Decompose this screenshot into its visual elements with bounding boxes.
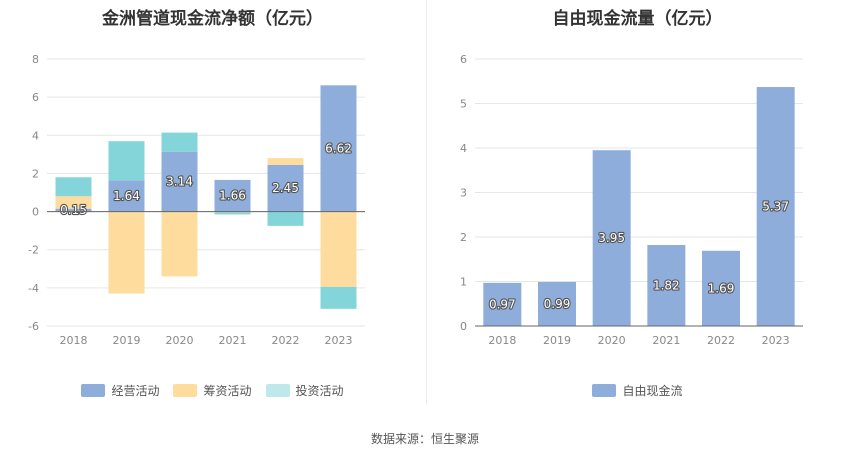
x-tick-label: 2020 [166,334,194,347]
free-cash-flow-chart: 自由现金流量（亿元） 0 1 2 3 4 5 6 2018 0.97 2019 0.99 2020 3.… [425,0,850,410]
bar-0-s2-2019 [108,141,145,181]
y-tick-label: 2 [32,167,39,180]
x-tick-label: 2021 [219,334,247,347]
bar-0-s2-2020 [161,132,198,152]
legend-label-financing: 筹资活动 [203,384,252,398]
legend-swatch-investing [265,384,290,397]
data-label: 1.69 [708,281,735,295]
bar-0-s0-2019 [108,180,145,212]
data-label: 1.64 [113,189,140,203]
legend-item-investing[interactable]: 投资活动 [265,382,344,399]
bar-1-s0-2020 [592,150,631,326]
x-tick-label: 2019 [113,334,141,347]
data-label: 0.97 [489,297,516,311]
data-label: 0.15 [60,203,87,217]
y-tick-label: 3 [460,187,467,200]
x-tick-label: 2018 [60,334,88,347]
data-label: 5.37 [762,200,789,214]
y-tick-label: -4 [28,282,39,295]
y-tick-label: -2 [28,244,39,257]
legend-swatch-financing [173,384,198,397]
x-tick-label: 2018 [488,334,516,347]
y-tick-label: 4 [460,142,467,155]
data-label: 1.82 [653,279,680,293]
bar-0-s0-2021 [214,179,251,212]
x-tick-label: 2019 [543,334,571,347]
x-tick-label: 2023 [762,334,790,347]
legend-item-operating[interactable]: 经营活动 [81,382,159,399]
bar-1-s0-2019 [538,281,576,326]
bar-0-s1-2018 [55,196,92,209]
bar-1-s0-2023 [756,87,795,326]
bar-1-s0-2021 [647,245,686,326]
bar-0-s0-2020 [161,151,198,212]
free-cash-flow-plot: 0 1 2 3 4 5 6 2018 0.97 2019 0.99 2020 3.95 2021 1.82 2… [460,53,803,347]
legend-label-operating: 经营活动 [111,384,160,398]
data-label: 3.14 [166,175,193,189]
x-tick-label: 2022 [707,334,735,347]
legend-item-free-cash-flow[interactable]: 自由现金流 [592,382,683,399]
y-tick-label: 0 [460,320,467,333]
bar-1-s0-2022 [702,250,740,326]
legend-swatch-free-cash-flow [592,384,617,397]
legend-label-investing: 投资活动 [295,384,344,398]
bar-0-s2-2022 [267,211,304,226]
x-tick-label: 2020 [598,334,626,347]
bar-0-s2-2018 [55,177,92,197]
bar-0-s2-2021 [214,212,251,215]
bar-0-s0-2023 [320,85,357,212]
legend-item-financing[interactable]: 筹资活动 [173,382,252,399]
chart-title-right: 自由现金流量（亿元） [552,9,723,29]
chart-title-left: 金洲管道现金流净额（亿元） [102,9,323,29]
legend-right: 自由现金流 [425,382,850,399]
bar-1-s0-2018 [483,282,522,326]
y-tick-label: 1 [460,276,467,289]
legend-left: 经营活动 筹资活动 投资活动 [0,382,425,399]
bar-0-s1-2019 [108,211,145,294]
cash-flow-net-plot: -6 -4 -2 0 2 4 6 8 2018 0.15 2019 1.64 2020 3.14 2021 1… [28,53,365,347]
bar-0-s0-2018 [55,208,92,212]
x-tick-label: 2023 [325,334,353,347]
data-label: 0.99 [544,297,571,311]
cash-flow-net-chart: 金洲管道现金流净额（亿元） -6 -4 -2 0 2 4 6 8 2018 0.15 2019 1.6… [0,0,425,410]
x-tick-label: 2021 [652,334,680,347]
x-tick-label: 2022 [272,334,300,347]
panel-divider [426,0,427,405]
data-source: 数据来源：恒生聚源 [370,432,479,446]
y-tick-label: -6 [28,320,39,333]
y-tick-label: 2 [460,231,467,244]
bar-0-s0-2022 [267,164,304,212]
data-label: 2.45 [272,181,299,195]
y-tick-label: 4 [32,129,39,142]
data-label: 1.66 [219,189,246,203]
y-tick-label: 8 [32,53,39,66]
legend-label-free-cash-flow: 自由现金流 [622,384,683,398]
data-label: 3.95 [598,231,625,245]
bar-0-s1-2023 [320,211,357,287]
legend-swatch-operating [81,384,106,397]
bar-0-s2-2023 [320,286,357,309]
data-label: 6.62 [325,141,352,155]
y-tick-label: 0 [32,206,39,219]
bar-0-s1-2020 [161,211,198,277]
bar-0-s1-2022 [267,158,304,165]
y-tick-label: 5 [460,98,467,111]
y-tick-label: 6 [32,91,39,104]
y-tick-label: 6 [460,53,467,66]
